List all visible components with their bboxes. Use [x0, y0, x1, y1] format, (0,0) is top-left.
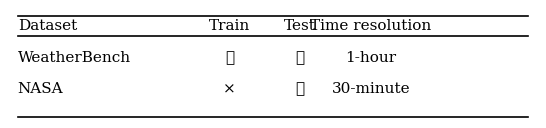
Text: Train: Train — [209, 19, 250, 33]
Text: Time resolution: Time resolution — [310, 19, 431, 33]
Text: WeatherBench: WeatherBench — [17, 51, 131, 65]
Text: ✓: ✓ — [295, 82, 305, 96]
Text: ✓: ✓ — [295, 51, 305, 65]
Text: 30-minute: 30-minute — [331, 82, 410, 96]
Text: ✓: ✓ — [225, 51, 234, 65]
Text: 1-hour: 1-hour — [345, 51, 396, 65]
Text: Dataset: Dataset — [17, 19, 77, 33]
Text: NASA: NASA — [17, 82, 63, 96]
Text: Test: Test — [284, 19, 316, 33]
Text: ×: × — [223, 82, 236, 96]
